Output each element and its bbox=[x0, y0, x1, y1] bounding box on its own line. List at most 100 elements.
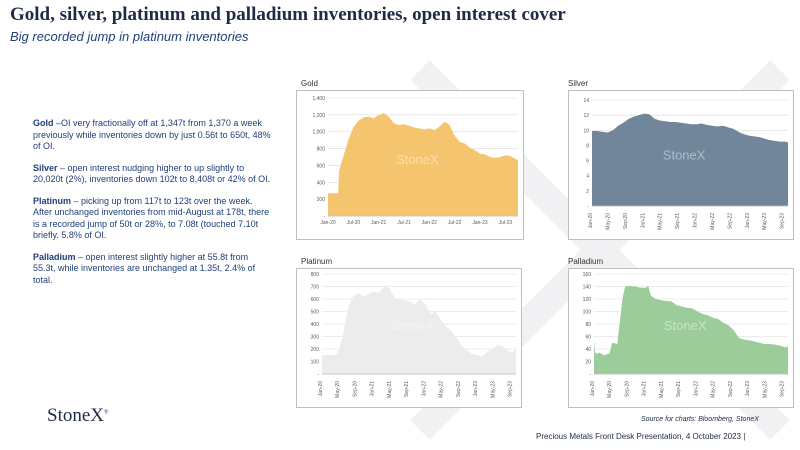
palladium-xtick-label: Jan-20 bbox=[590, 381, 596, 397]
platinum-xtick-label: Jan-22 bbox=[421, 381, 427, 397]
palladium-xtick-label: Sep-21 bbox=[676, 381, 682, 397]
palladium-ytick-label: 80 bbox=[585, 322, 591, 328]
platinum-xtick-label: May-21 bbox=[387, 381, 393, 398]
silver-xtick-label: Jan-23 bbox=[745, 213, 751, 229]
gold-xtick-label: Jul-22 bbox=[448, 220, 462, 226]
bullet-heading: Platinum bbox=[33, 195, 72, 206]
gold-inventory-chart: - 200 400 600 800 1,000 1,200 1,400 StoneX Jan-20… bbox=[296, 90, 524, 240]
bullet-heading: Palladium bbox=[33, 251, 76, 262]
silver-ytick-label: - bbox=[587, 204, 589, 210]
platinum-xtick-label: May-23 bbox=[490, 381, 496, 398]
platinum-ytick-label: 100 bbox=[311, 360, 320, 366]
palladium-xtick-label: Sep-23 bbox=[780, 381, 786, 397]
gold-xtick-label: Jan-20 bbox=[320, 220, 336, 226]
bullet-platinum: Platinum – picking up from 117t to 123t … bbox=[33, 196, 273, 242]
silver-xtick-label: May-20 bbox=[605, 213, 611, 230]
silver-inventory-chart: - 2 4 6 8 10 12 14 StoneX Jan-20 May-20 Sep-20 Jan-2… bbox=[568, 90, 794, 240]
gold-xtick-label: Jul-23 bbox=[499, 220, 513, 226]
stonex-logo: StoneX® bbox=[47, 405, 109, 427]
platinum-chart-watermark: StoneX bbox=[392, 318, 435, 333]
logo-text: StoneX bbox=[47, 405, 104, 426]
gold-ytick-label: 1,400 bbox=[312, 96, 325, 102]
palladium-xtick-label: Jan-21 bbox=[642, 381, 648, 397]
platinum-inventory-chart: - 100 200 300 400 500 600 700 800 StoneX Jan-20 May… bbox=[296, 268, 522, 408]
gold-xtick-label: Jul-21 bbox=[397, 220, 411, 226]
palladium-xtick-label: May-21 bbox=[659, 381, 665, 398]
platinum-inventory-area bbox=[322, 286, 516, 374]
palladium-inventory-chart: - 20 40 60 80 100 120 140 160 StoneX Jan-20 May-20 S… bbox=[568, 268, 794, 408]
gold-inventory-area bbox=[328, 113, 518, 216]
platinum-xtick-label: Jan-23 bbox=[473, 381, 479, 397]
palladium-ytick-label: 60 bbox=[585, 335, 591, 341]
page-subtitle: Big recorded jump in platinum inventorie… bbox=[10, 29, 249, 44]
platinum-ytick-label: 800 bbox=[311, 272, 320, 278]
silver-ytick-label: 2 bbox=[586, 189, 589, 195]
platinum-ytick-label: 600 bbox=[311, 297, 320, 303]
platinum-chart-title: Platinum bbox=[301, 257, 333, 266]
platinum-xtick-label: Sep-21 bbox=[404, 381, 410, 397]
palladium-ytick-label: - bbox=[589, 372, 591, 378]
platinum-xtick-label: Sep-23 bbox=[508, 381, 514, 397]
silver-chart-watermark: StoneX bbox=[663, 147, 706, 162]
platinum-ytick-label: 500 bbox=[311, 310, 320, 316]
bullet-heading: Silver bbox=[33, 162, 58, 173]
platinum-ytick-label: 300 bbox=[311, 335, 320, 341]
palladium-xtick-label: Jan-22 bbox=[693, 381, 699, 397]
gold-xtick-label: Jan-23 bbox=[472, 220, 488, 226]
palladium-ytick-label: 160 bbox=[583, 272, 592, 278]
palladium-ytick-label: 20 bbox=[585, 360, 591, 366]
silver-ytick-label: 12 bbox=[583, 113, 589, 119]
palladium-xtick-label: Sep-22 bbox=[728, 381, 734, 397]
bullet-gold: Gold –OI very fractionally off at 1,347t… bbox=[33, 118, 273, 153]
gold-ytick-label: 1,200 bbox=[312, 113, 325, 119]
gold-xtick-label: Jul-20 bbox=[347, 220, 361, 226]
bullet-silver: Silver – open interest nudging higher to… bbox=[33, 163, 273, 186]
palladium-xtick-label: May-22 bbox=[711, 381, 717, 398]
silver-xtick-label: May-21 bbox=[658, 213, 664, 230]
silver-ytick-label: 8 bbox=[586, 143, 589, 149]
platinum-ytick-label: - bbox=[317, 372, 319, 378]
gold-ytick-label: 800 bbox=[317, 147, 326, 153]
palladium-xtick-label: May-23 bbox=[762, 381, 768, 398]
bullet-palladium: Palladium – open interest slightly highe… bbox=[33, 252, 273, 287]
logo-mark: ® bbox=[104, 409, 109, 416]
platinum-ytick-label: 400 bbox=[311, 322, 320, 328]
palladium-xtick-label: Sep-20 bbox=[625, 381, 631, 397]
silver-ytick-label: 6 bbox=[586, 159, 589, 165]
gold-ytick-label: 600 bbox=[317, 163, 326, 169]
silver-ytick-label: 14 bbox=[583, 98, 589, 104]
bullet-text: – open interest slightly higher at 55.8t… bbox=[33, 251, 256, 285]
platinum-xtick-label: May-22 bbox=[439, 381, 445, 398]
silver-xtick-label: Jan-22 bbox=[693, 213, 699, 229]
platinum-ytick-label: 200 bbox=[311, 347, 320, 353]
palladium-ytick-label: 120 bbox=[583, 297, 592, 303]
platinum-xtick-label: Sep-20 bbox=[353, 381, 359, 397]
bullet-text: –OI very fractionally off at 1,347t from… bbox=[33, 118, 271, 151]
silver-xtick-label: May-22 bbox=[710, 213, 716, 230]
platinum-xtick-label: Sep-22 bbox=[456, 381, 462, 397]
palladium-chart-title: Palladium bbox=[568, 257, 604, 266]
silver-xtick-label: Sep-21 bbox=[675, 213, 681, 229]
bullet-text: – picking up from 117t to 123t over the … bbox=[33, 195, 270, 241]
platinum-ytick-label: 700 bbox=[311, 285, 320, 291]
platinum-xtick-label: Jan-21 bbox=[370, 381, 376, 397]
silver-inventory-area bbox=[592, 113, 788, 206]
silver-chart-title: Silver bbox=[568, 79, 589, 88]
gold-ytick-label: 200 bbox=[317, 197, 326, 203]
commentary-list: Gold –OI very fractionally off at 1,347t… bbox=[33, 118, 273, 296]
silver-xtick-label: Sep-20 bbox=[623, 213, 629, 229]
silver-xtick-label: Jan-21 bbox=[640, 213, 646, 229]
palladium-xtick-label: Jan-23 bbox=[745, 381, 751, 397]
palladium-ytick-label: 140 bbox=[583, 285, 592, 291]
gold-chart-watermark: StoneX bbox=[396, 152, 439, 167]
silver-ytick-label: 10 bbox=[583, 128, 589, 134]
gold-xtick-label: Jan-22 bbox=[422, 220, 438, 226]
palladium-chart-watermark: StoneX bbox=[664, 318, 707, 333]
page-title: Gold, silver, platinum and palladium inv… bbox=[10, 4, 566, 25]
silver-xtick-label: Jan-20 bbox=[588, 213, 594, 229]
palladium-inventory-area bbox=[594, 285, 788, 374]
gold-ytick-label: 400 bbox=[317, 180, 326, 186]
palladium-ytick-label: 100 bbox=[583, 310, 592, 316]
silver-xtick-label: May-23 bbox=[762, 213, 768, 230]
bullet-text: – open interest nudging higher to up sli… bbox=[33, 162, 271, 185]
